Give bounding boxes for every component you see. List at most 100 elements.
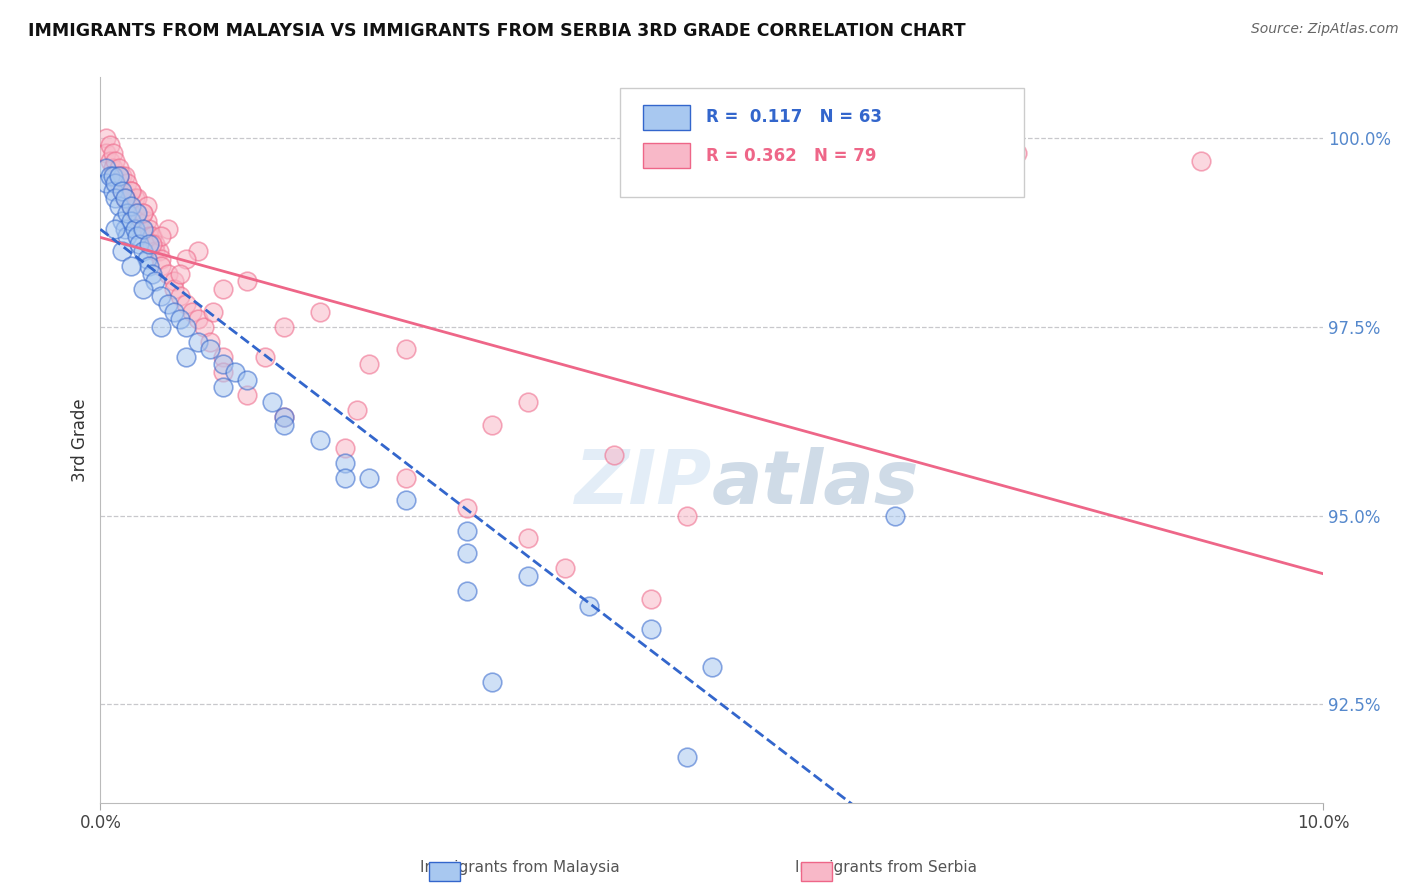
Point xyxy=(884,508,907,523)
Point xyxy=(104,153,127,168)
Point xyxy=(236,387,259,401)
Point xyxy=(273,417,295,432)
Point xyxy=(676,750,699,764)
Point xyxy=(117,191,139,205)
Point xyxy=(700,659,723,673)
Point xyxy=(211,350,233,364)
Point xyxy=(333,456,356,470)
Point xyxy=(156,297,179,311)
Point xyxy=(120,184,142,198)
Point xyxy=(98,138,121,153)
Point xyxy=(132,221,155,235)
Point xyxy=(169,289,191,303)
Bar xyxy=(644,105,690,129)
Point xyxy=(107,169,129,183)
Point xyxy=(456,546,478,560)
Point xyxy=(481,674,503,689)
Point xyxy=(187,312,209,326)
Point xyxy=(260,395,283,409)
Point xyxy=(254,350,277,364)
Point xyxy=(174,350,197,364)
Point xyxy=(346,402,368,417)
Point xyxy=(187,244,209,259)
Point xyxy=(200,343,222,357)
Point xyxy=(1007,145,1029,160)
Point xyxy=(104,221,127,235)
Point xyxy=(517,531,540,545)
Point xyxy=(150,229,173,244)
Point xyxy=(124,221,146,235)
Point xyxy=(138,221,160,235)
Point xyxy=(163,304,186,318)
Point xyxy=(174,319,197,334)
Point xyxy=(96,145,118,160)
Point xyxy=(150,319,173,334)
Point xyxy=(132,282,155,296)
Point xyxy=(145,236,167,251)
Point xyxy=(200,334,222,349)
Point xyxy=(309,304,332,318)
Y-axis label: 3rd Grade: 3rd Grade xyxy=(72,398,89,482)
Point xyxy=(128,214,150,228)
Point xyxy=(114,191,136,205)
Point xyxy=(554,561,576,575)
Point xyxy=(156,267,179,281)
Point xyxy=(111,244,134,259)
Point xyxy=(187,334,209,349)
Point xyxy=(224,365,246,379)
Point xyxy=(104,191,127,205)
Point xyxy=(174,297,197,311)
Point xyxy=(107,199,129,213)
Point xyxy=(273,319,295,334)
Point xyxy=(132,244,155,259)
Point xyxy=(124,191,146,205)
Point xyxy=(148,244,170,259)
Text: R = 0.362   N = 79: R = 0.362 N = 79 xyxy=(706,147,876,165)
Point xyxy=(104,176,127,190)
Point xyxy=(395,471,418,485)
Point xyxy=(141,236,163,251)
Point xyxy=(211,365,233,379)
Point xyxy=(481,417,503,432)
Text: Immigrants from Serbia: Immigrants from Serbia xyxy=(794,861,977,875)
Point xyxy=(101,184,124,198)
Point xyxy=(114,191,136,205)
Point xyxy=(96,161,118,175)
Point xyxy=(125,191,148,205)
Point xyxy=(135,199,157,213)
Point xyxy=(132,221,155,235)
Point xyxy=(273,410,295,425)
Point xyxy=(98,153,121,168)
Point xyxy=(114,191,136,205)
Point xyxy=(107,169,129,183)
Point xyxy=(333,471,356,485)
Point xyxy=(640,622,662,636)
Point xyxy=(150,252,173,266)
Point xyxy=(676,508,699,523)
Point xyxy=(111,184,134,198)
Point xyxy=(456,524,478,538)
FancyBboxPatch shape xyxy=(620,88,1024,197)
Point xyxy=(101,169,124,183)
Point xyxy=(193,319,215,334)
Point xyxy=(211,358,233,372)
Point xyxy=(117,206,139,220)
Text: Immigrants from Malaysia: Immigrants from Malaysia xyxy=(420,861,620,875)
Point xyxy=(309,433,332,447)
Point xyxy=(125,229,148,244)
Point xyxy=(135,214,157,228)
Point xyxy=(96,176,118,190)
Point xyxy=(96,131,118,145)
Point xyxy=(104,169,127,183)
Text: IMMIGRANTS FROM MALAYSIA VS IMMIGRANTS FROM SERBIA 3RD GRADE CORRELATION CHART: IMMIGRANTS FROM MALAYSIA VS IMMIGRANTS F… xyxy=(28,22,966,40)
Point xyxy=(236,373,259,387)
Point xyxy=(395,343,418,357)
Point xyxy=(120,184,142,198)
Text: ZIP: ZIP xyxy=(575,447,711,520)
Point xyxy=(456,584,478,599)
Point xyxy=(359,358,381,372)
Point xyxy=(141,267,163,281)
Point xyxy=(163,274,186,288)
Point xyxy=(125,206,148,220)
Point xyxy=(120,199,142,213)
